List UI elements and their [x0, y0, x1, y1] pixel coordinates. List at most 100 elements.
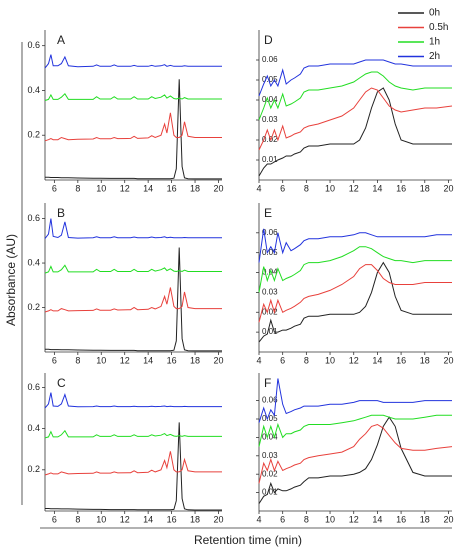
series-line	[44, 392, 222, 409]
x-tick-label: 16	[396, 355, 406, 365]
y-tick-label: 0.6	[27, 213, 40, 223]
x-tick-label: 16	[167, 514, 177, 524]
x-tick-label: 4	[256, 183, 261, 193]
x-tick-label: 12	[120, 514, 130, 524]
y-axis-label: Absorbance (AU)	[4, 234, 18, 326]
x-tick-label: 14	[372, 355, 382, 365]
panel-label: A	[57, 33, 65, 47]
y-tick-label: 0.06	[262, 55, 278, 64]
series-line	[258, 261, 452, 343]
x-axis-label: Retention time (min)	[194, 533, 302, 547]
x-tick-label: 8	[75, 355, 80, 365]
x-tick-label: 18	[190, 355, 200, 365]
x-tick-label: 16	[396, 183, 406, 193]
series-line	[44, 93, 222, 101]
panel-label: F	[264, 376, 271, 390]
x-tick-label: 18	[420, 355, 430, 365]
series-line	[44, 218, 222, 239]
x-tick-label: 20	[443, 183, 453, 193]
series-line	[258, 414, 452, 447]
x-tick-label: 12	[349, 355, 359, 365]
y-tick-label: 0.01	[262, 488, 278, 497]
x-tick-label: 12	[120, 355, 130, 365]
x-tick-label: 4	[256, 355, 261, 365]
series-line	[258, 87, 453, 151]
x-tick-label: 14	[372, 183, 382, 193]
y-tick-label: 0.05	[262, 248, 278, 257]
panel-label: B	[57, 206, 65, 220]
series-line	[44, 54, 222, 69]
x-tick-label: 20	[443, 514, 453, 524]
x-tick-label: 8	[304, 355, 309, 365]
series-line	[258, 71, 452, 121]
x-tick-label: 10	[96, 514, 106, 524]
x-tick-label: 8	[304, 514, 309, 524]
y-tick-label: 0.03	[262, 115, 278, 124]
x-tick-label: 12	[120, 183, 130, 193]
x-tick-label: 16	[167, 355, 177, 365]
legend-label: 2h	[429, 51, 440, 62]
y-tick-label: 0.05	[262, 414, 278, 423]
y-tick-label: 0.4	[27, 257, 40, 267]
y-tick-label: 0.02	[262, 307, 278, 316]
x-tick-label: 18	[190, 183, 200, 193]
y-tick-label: 0.6	[27, 382, 40, 392]
x-tick-label: 16	[167, 183, 177, 193]
x-tick-label: 18	[190, 514, 200, 524]
y-tick-label: 0.2	[27, 130, 40, 140]
y-tick-label: 0.03	[262, 451, 278, 460]
x-tick-label: 18	[420, 514, 430, 524]
x-tick-label: 6	[52, 355, 57, 365]
series-line	[258, 416, 452, 504]
x-tick-label: 6	[280, 355, 285, 365]
series-line	[45, 422, 222, 511]
x-tick-label: 10	[325, 183, 335, 193]
series-line	[44, 112, 222, 142]
y-tick-label: 0.06	[262, 396, 278, 405]
x-tick-label: 14	[143, 514, 153, 524]
legend-label: 1h	[429, 37, 440, 48]
y-tick-label: 0.02	[262, 469, 278, 478]
x-tick-label: 18	[420, 183, 430, 193]
y-tick-label: 0.04	[262, 433, 278, 442]
x-tick-label: 6	[280, 514, 285, 524]
legend-label: 0.5h	[429, 22, 448, 33]
y-tick-label: 0.4	[27, 423, 40, 433]
series-line	[44, 287, 222, 313]
y-tick-label: 0.01	[262, 155, 278, 164]
series-line	[44, 451, 222, 476]
x-tick-label: 20	[443, 355, 453, 365]
x-tick-label: 20	[213, 183, 223, 193]
x-tick-label: 6	[280, 183, 285, 193]
series-line	[258, 87, 452, 177]
x-tick-label: 4	[256, 514, 261, 524]
legend-label: 0h	[429, 8, 440, 19]
x-tick-label: 20	[213, 514, 223, 524]
y-tick-label: 0.2	[27, 464, 40, 474]
y-tick-label: 0.04	[262, 95, 278, 104]
y-tick-label: 0.06	[262, 228, 278, 237]
x-tick-label: 10	[96, 355, 106, 365]
y-tick-label: 0.01	[262, 327, 278, 336]
panel-label: E	[264, 206, 272, 220]
panel-label: D	[264, 33, 273, 47]
panel-label: C	[57, 376, 66, 390]
x-tick-label: 8	[75, 183, 80, 193]
y-tick-label: 0.02	[262, 135, 278, 144]
series-line	[258, 423, 453, 484]
x-tick-label: 10	[96, 183, 106, 193]
x-tick-label: 8	[75, 514, 80, 524]
x-tick-label: 6	[52, 183, 57, 193]
x-tick-label: 12	[349, 183, 359, 193]
x-tick-label: 20	[213, 355, 223, 365]
series-line	[258, 246, 452, 293]
series-line	[258, 378, 452, 423]
y-tick-label: 0.4	[27, 85, 40, 95]
series-line	[45, 79, 222, 180]
series-line	[258, 228, 452, 263]
series-line	[44, 264, 222, 274]
series-line	[258, 264, 452, 323]
x-tick-label: 10	[325, 514, 335, 524]
x-tick-label: 16	[396, 514, 406, 524]
series-line	[45, 247, 222, 352]
